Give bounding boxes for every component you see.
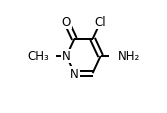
Text: Cl: Cl [95,16,106,29]
Text: N: N [70,67,79,80]
Text: CH₃: CH₃ [28,50,49,63]
Text: N: N [62,50,71,63]
Text: O: O [62,16,71,29]
Text: NH₂: NH₂ [118,50,140,63]
